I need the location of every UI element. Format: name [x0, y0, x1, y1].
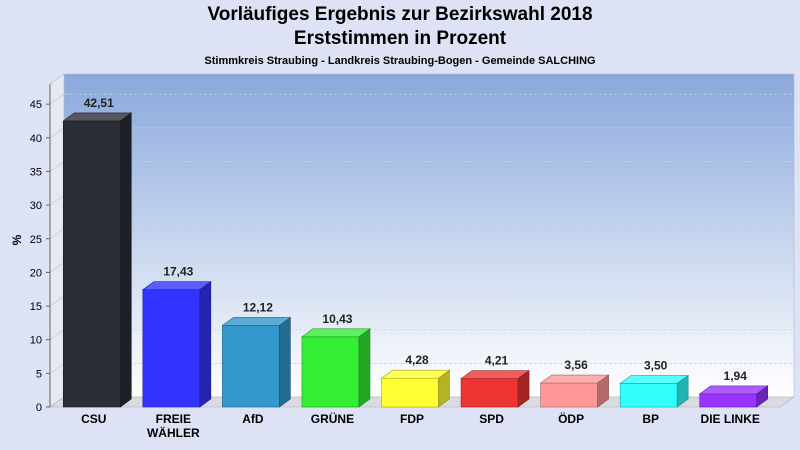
bar-top — [619, 375, 690, 384]
bar-front — [540, 382, 598, 408]
bar-top — [301, 328, 371, 338]
data-label: 42,51 — [84, 96, 114, 110]
y-tick-label: 0 — [36, 402, 42, 414]
bar-front — [381, 377, 439, 408]
grid-line-side — [49, 363, 65, 374]
bar-top — [141, 281, 212, 291]
bar-top — [460, 370, 530, 379]
y-tick-label: 40 — [30, 133, 42, 145]
bar-top — [62, 112, 133, 122]
x-tick-label: WÄHLER — [147, 425, 200, 440]
bar-front — [619, 383, 678, 408]
bar — [62, 112, 133, 408]
bar — [141, 281, 212, 408]
grid-line-side — [49, 127, 65, 139]
bar-side — [676, 374, 689, 408]
data-label: 12,12 — [243, 300, 273, 314]
bar — [539, 374, 610, 408]
y-tick-label: 30 — [30, 200, 42, 212]
bar-side — [597, 374, 609, 408]
bar-side — [199, 281, 212, 408]
bar-top — [380, 369, 451, 379]
x-tick-label: ÖDP — [558, 411, 584, 426]
grid-line-side — [49, 262, 65, 273]
data-label: 10,43 — [322, 312, 352, 326]
grid-line-side — [49, 295, 65, 307]
x-tick-label: BP — [642, 412, 659, 426]
x-tick-label: FDP — [400, 412, 424, 426]
y-tick-label: 5 — [36, 368, 42, 380]
y-tick-label: 35 — [30, 166, 42, 178]
x-tick-label: SPD — [479, 412, 504, 426]
bar-front — [699, 393, 758, 408]
chart-subtitle: Erststimmen in Prozent — [293, 28, 507, 49]
grid-line-side — [49, 161, 65, 172]
data-label: 3,56 — [564, 358, 588, 372]
data-label: 1,94 — [724, 369, 748, 383]
data-label: 4,21 — [485, 354, 509, 368]
grid-line-side — [49, 329, 65, 340]
x-tick-label: FREIE — [156, 412, 191, 426]
grid-line-side — [49, 228, 65, 240]
data-label: 17,43 — [163, 265, 193, 279]
bar-front — [460, 378, 519, 408]
y-tick-label: 10 — [30, 335, 42, 347]
x-tick-label: GRÜNE — [311, 411, 354, 426]
bar-front — [62, 120, 121, 408]
bar-front — [222, 325, 280, 408]
y-tick-label: 20 — [30, 267, 42, 279]
bar-top — [698, 385, 769, 395]
bar-top — [221, 317, 292, 326]
bar-front — [142, 289, 201, 408]
bar-front — [301, 336, 360, 408]
y-tick-label: 25 — [30, 234, 42, 246]
bar — [460, 370, 530, 408]
x-tick-label: AfD — [242, 412, 264, 426]
bar-side — [279, 316, 291, 408]
bar-side — [438, 369, 450, 408]
grid-line-side — [49, 194, 65, 206]
data-label: 3,50 — [644, 358, 668, 372]
bar-top — [539, 374, 610, 384]
bar — [619, 374, 690, 408]
bar — [698, 385, 769, 408]
bar — [301, 328, 371, 408]
bar — [380, 369, 451, 408]
plot-side-wall — [49, 73, 65, 408]
y-tick-label: 15 — [30, 301, 42, 313]
y-axis-label: % — [10, 234, 24, 245]
bar-side — [358, 328, 371, 408]
chart-caption: Stimmkreis Straubing - Landkreis Straubi… — [204, 55, 596, 67]
bar-side — [517, 370, 530, 408]
y-tick-label: 45 — [30, 99, 42, 111]
bar-side — [756, 385, 769, 408]
x-tick-label: CSU — [81, 412, 106, 426]
x-tick-label: DIE LINKE — [701, 412, 760, 426]
bar-side — [119, 112, 132, 408]
grid-line-side — [49, 93, 65, 105]
data-label: 4,28 — [405, 353, 429, 367]
chart-title: Vorläufiges Ergebnis zur Bezirkswahl 201… — [207, 4, 593, 25]
bar — [221, 316, 292, 408]
